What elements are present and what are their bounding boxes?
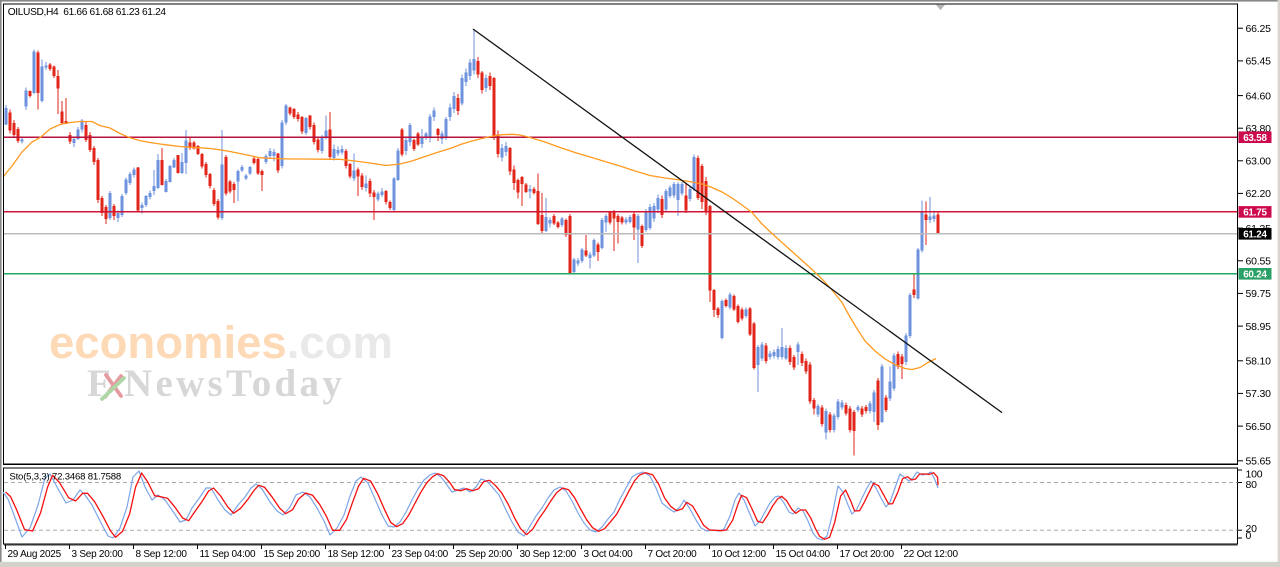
- svg-text:Sto(5,3,3) 72.3468 81.7588: Sto(5,3,3) 72.3468 81.7588: [9, 472, 121, 483]
- svg-text:18 Sep 12:00: 18 Sep 12:00: [328, 549, 385, 560]
- svg-text:3 Oct 04:00: 3 Oct 04:00: [584, 549, 634, 560]
- svg-text:15 Sep 20:00: 15 Sep 20:00: [264, 549, 321, 560]
- svg-text:66.25: 66.25: [1246, 23, 1272, 35]
- svg-text:F: F: [87, 362, 111, 405]
- svg-text:25 Sep 20:00: 25 Sep 20:00: [456, 549, 513, 560]
- svg-text:17 Oct 20:00: 17 Oct 20:00: [840, 549, 895, 560]
- svg-text:100: 100: [1246, 469, 1263, 481]
- svg-text:60.24: 60.24: [1243, 269, 1267, 280]
- svg-text:29 Aug 2025: 29 Aug 2025: [8, 549, 62, 560]
- svg-text:58.95: 58.95: [1246, 321, 1272, 333]
- svg-text:55.65: 55.65: [1246, 456, 1272, 468]
- svg-text:22 Oct 12:00: 22 Oct 12:00: [904, 549, 959, 560]
- svg-text:65.45: 65.45: [1246, 56, 1272, 68]
- svg-text:0: 0: [1246, 530, 1252, 542]
- svg-text:23 Sep 04:00: 23 Sep 04:00: [392, 549, 449, 560]
- svg-text:OILUSD,H4 61.66 61.68 61.23 6: OILUSD,H4 61.66 61.68 61.23 61.24: [8, 7, 167, 18]
- svg-text:8 Sep 12:00: 8 Sep 12:00: [136, 549, 188, 560]
- svg-text:10 Oct 12:00: 10 Oct 12:00: [712, 549, 767, 560]
- svg-text:3 Sep 20:00: 3 Sep 20:00: [72, 549, 124, 560]
- svg-text:30 Sep 12:00: 30 Sep 12:00: [520, 549, 577, 560]
- svg-text:80: 80: [1246, 479, 1258, 491]
- svg-text:58.10: 58.10: [1246, 356, 1272, 368]
- svg-text:11 Sep 04:00: 11 Sep 04:00: [200, 549, 256, 560]
- svg-text:60.55: 60.55: [1246, 256, 1272, 268]
- svg-text:15 Oct 04:00: 15 Oct 04:00: [776, 549, 831, 560]
- svg-text:61.24: 61.24: [1243, 229, 1267, 240]
- svg-text:64.60: 64.60: [1246, 90, 1272, 102]
- svg-text:61.75: 61.75: [1243, 208, 1267, 219]
- svg-text:63.58: 63.58: [1243, 133, 1267, 144]
- svg-text:7 Oct 20:00: 7 Oct 20:00: [648, 549, 698, 560]
- svg-text:57.30: 57.30: [1246, 388, 1272, 400]
- svg-text:59.75: 59.75: [1246, 288, 1272, 300]
- svg-text:56.50: 56.50: [1246, 421, 1272, 433]
- svg-text:62.20: 62.20: [1246, 188, 1272, 200]
- svg-text:NewsToday: NewsToday: [124, 362, 345, 405]
- svg-text:63.00: 63.00: [1246, 156, 1272, 168]
- svg-text:20: 20: [1246, 523, 1258, 535]
- svg-text:economies.com: economies.com: [49, 317, 393, 368]
